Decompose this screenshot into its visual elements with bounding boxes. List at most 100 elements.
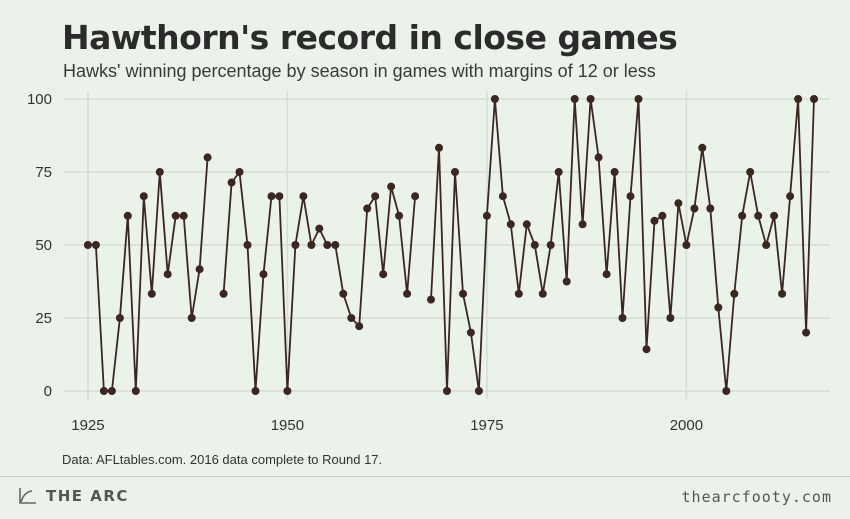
data-point [403, 289, 412, 298]
data-point [722, 387, 731, 395]
data-point [546, 241, 555, 249]
data-point [299, 192, 308, 201]
y-tick-label: 100 [27, 91, 52, 108]
data-point [163, 270, 172, 279]
x-tick-label: 1925 [71, 417, 104, 434]
data-point [730, 289, 739, 298]
data-point [203, 153, 212, 162]
data-point [562, 277, 571, 286]
data-point [435, 143, 443, 152]
data-point [355, 322, 364, 331]
data-point [738, 211, 747, 220]
data-point [275, 192, 284, 201]
chart-subtitle: Hawks' winning percentage by season in g… [63, 61, 656, 81]
footer: THE ARC thearcfooty.com [0, 476, 850, 519]
data-point [642, 345, 651, 354]
y-tick-label: 50 [35, 237, 52, 254]
data-point [666, 314, 675, 322]
data-point [650, 216, 659, 225]
data-point [762, 241, 771, 249]
data-point [395, 211, 404, 220]
data-point [371, 192, 380, 201]
chart-grid [64, 91, 830, 399]
data-point [283, 387, 292, 395]
data-point [714, 303, 723, 312]
data-point [427, 295, 435, 304]
data-point [754, 211, 763, 220]
data-point [123, 211, 132, 220]
data-point [810, 95, 818, 103]
data-point [554, 168, 563, 176]
data-point [139, 192, 148, 201]
data-point [746, 168, 755, 176]
data-point [347, 314, 356, 322]
data-point [267, 192, 276, 201]
data-point [147, 289, 156, 298]
data-point [802, 328, 811, 337]
data-point [794, 95, 803, 103]
data-point [235, 168, 244, 176]
data-point [682, 241, 691, 249]
data-point [251, 387, 260, 395]
data-point [514, 289, 523, 298]
series-points [83, 95, 818, 395]
arc-logo-icon [19, 488, 36, 504]
data-point [690, 204, 699, 213]
data-point [482, 211, 491, 220]
data-point [626, 192, 635, 201]
data-point [387, 182, 396, 191]
data-point [307, 241, 316, 249]
series-line-segment [87, 157, 209, 392]
data-point [658, 211, 667, 220]
data-point [315, 224, 324, 233]
site-url[interactable]: thearcfooty.com [681, 488, 832, 506]
data-point [594, 153, 603, 162]
data-point [91, 241, 100, 249]
data-point [674, 199, 683, 208]
x-tick-label: 2000 [670, 417, 703, 434]
y-tick-label: 25 [35, 310, 52, 327]
data-point [618, 314, 627, 322]
data-point [323, 241, 332, 249]
data-point [602, 270, 611, 279]
data-point [786, 192, 795, 201]
data-point [363, 204, 372, 213]
data-point [698, 143, 707, 152]
data-point [466, 328, 475, 337]
data-point [243, 241, 252, 249]
data-point [770, 211, 779, 220]
data-point [634, 95, 643, 103]
data-point [171, 211, 180, 220]
data-point [586, 95, 595, 103]
data-point [474, 387, 483, 395]
data-point [411, 192, 420, 201]
data-point [706, 204, 715, 213]
data-point [187, 314, 196, 322]
data-point [131, 387, 140, 395]
data-point [115, 314, 124, 322]
brand: THE ARC [18, 487, 129, 505]
data-point [195, 265, 204, 274]
y-axis: 0 25 50 75 100 [27, 91, 52, 400]
data-point [451, 168, 459, 176]
data-point [778, 289, 787, 298]
line-chart: 0 25 50 75 100 1925 1950 1975 2000 [27, 91, 830, 434]
data-point [339, 289, 348, 298]
data-point [506, 220, 515, 229]
data-point [379, 270, 388, 279]
data-point [179, 211, 188, 220]
x-axis: 1925 1950 1975 2000 [71, 417, 703, 434]
data-point [155, 168, 164, 176]
data-point [459, 289, 467, 298]
source-caption: Data: AFLtables.com. 2016 data complete … [62, 452, 383, 467]
data-point [291, 241, 300, 249]
data-point [227, 178, 236, 187]
data-point [530, 241, 539, 249]
series-line-segment [222, 171, 416, 392]
data-point [99, 387, 108, 395]
data-point [570, 95, 579, 103]
data-point [107, 387, 116, 395]
data-point [443, 387, 451, 395]
data-point [498, 192, 507, 201]
data-point [259, 270, 268, 279]
